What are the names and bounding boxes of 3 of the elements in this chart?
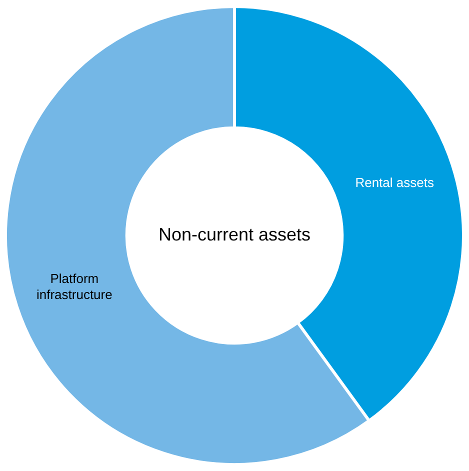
slice-label: Platform infrastructure (36, 271, 112, 302)
text: Non-current assets (158, 224, 311, 244)
slice-label: Rental assets (355, 175, 434, 190)
